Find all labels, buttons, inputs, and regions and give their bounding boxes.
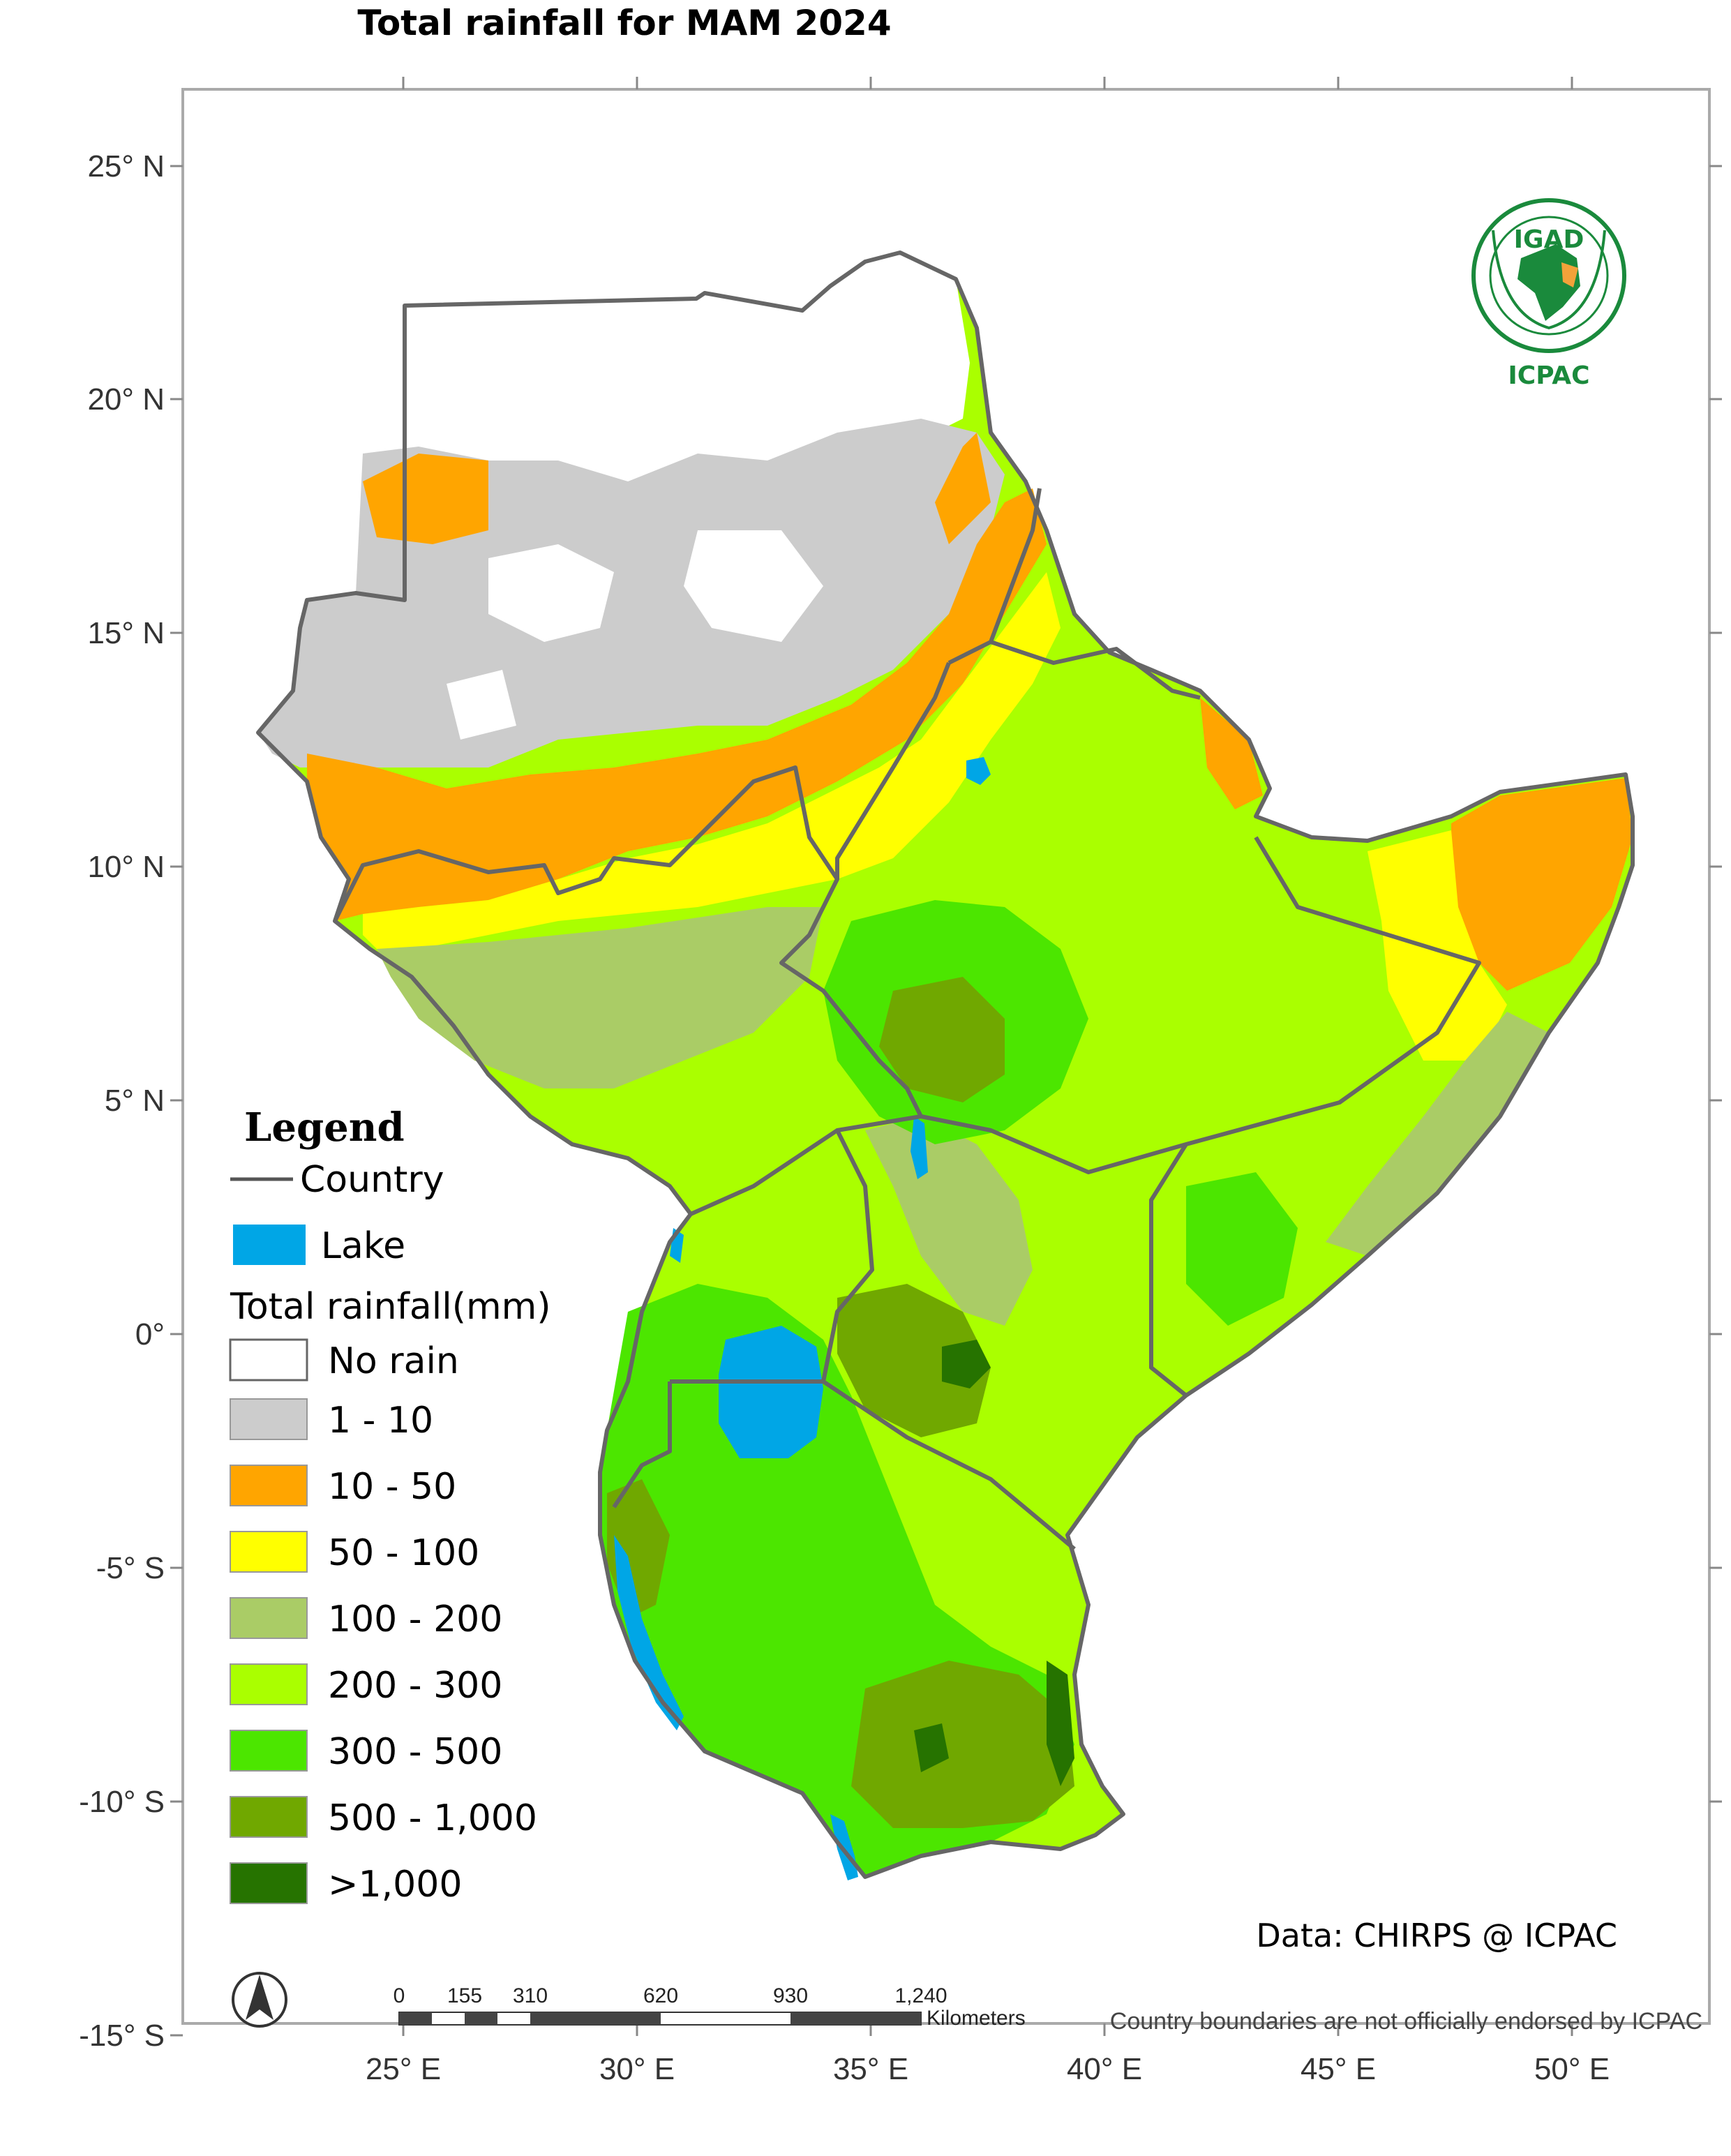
map-title: Total rainfall for MAM 2024	[357, 3, 892, 43]
logo-acronym: IGAD	[1514, 225, 1584, 254]
lon-label: 50° E	[1534, 2052, 1610, 2086]
region-10-50	[363, 454, 488, 544]
logo-inner-ring	[1489, 216, 1609, 336]
region-500-1000	[837, 1284, 991, 1437]
region-over-1000	[942, 1340, 991, 1388]
lat-label: 0°	[135, 1317, 165, 1352]
region-no-rain-patch	[684, 530, 823, 642]
lat-label: -10° S	[79, 1785, 165, 1819]
lat-label: 10° N	[87, 850, 165, 884]
scale-tick-label: 155	[447, 1984, 482, 2007]
lake-tanganyika	[614, 1535, 684, 1730]
region-300-500	[1186, 1172, 1298, 1326]
scale-tick-label: 930	[773, 1984, 808, 2007]
region-500-1000	[879, 977, 1005, 1102]
region-no-rain-patch	[488, 544, 614, 642]
scale-tick-label: 310	[513, 1984, 548, 2007]
lake-tana	[966, 757, 991, 785]
legend-swatch	[230, 1465, 308, 1506]
lat-label: -5° S	[96, 1551, 165, 1585]
legend-country-label: Country	[300, 1159, 444, 1201]
region-100-200	[1326, 1012, 1549, 1256]
lon-label: 30° E	[599, 2052, 675, 2086]
logo-centre-name: ICPAC	[1508, 361, 1589, 390]
lon-label: 25° E	[366, 2052, 441, 2086]
region-10-50	[1451, 778, 1633, 991]
disclaimer: Country boundaries are not officially en…	[1110, 2008, 1702, 2035]
lat-label: 25° N	[87, 149, 165, 184]
legend-class-label: 500 - 1,000	[328, 1797, 537, 1839]
scale-bar: 0 155 310 620 930 1,240 Kilometers	[394, 1984, 1026, 2030]
country-boundaries	[256, 250, 1635, 1879]
legend-class-label: 300 - 500	[328, 1731, 502, 1773]
laurel-icon	[1492, 230, 1606, 330]
region-10-50	[1200, 698, 1263, 809]
region-over-1000	[1047, 1661, 1074, 1786]
region-10-50	[307, 488, 1047, 921]
scale-tick-label: 620	[643, 1984, 678, 2007]
legend-class-label: 50 - 100	[328, 1532, 479, 1574]
igad-icpac-logo: IGAD ICPAC	[1471, 198, 1626, 390]
lake-turkana	[911, 1116, 928, 1179]
legend-class-label: 100 - 200	[328, 1599, 502, 1640]
region-100-200	[865, 1116, 1033, 1326]
north-arrow-icon	[232, 1972, 287, 2028]
legend-title: Legend	[244, 1105, 405, 1151]
lat-label: 15° N	[87, 616, 165, 650]
region-50-100	[1367, 830, 1507, 1061]
region-no-rain-patch	[447, 670, 516, 740]
legend-swatch	[230, 1862, 308, 1904]
lat-label: -15° S	[79, 2019, 165, 2053]
scale-unit: Kilometers	[927, 2007, 1026, 2030]
region-100-200	[377, 907, 823, 1088]
region-no-rain	[356, 253, 970, 488]
scale-tick-label: 0	[394, 1984, 405, 2007]
lon-label: 45° E	[1301, 2052, 1376, 2086]
legend-swatch	[230, 1796, 308, 1838]
legend-swatch	[230, 1597, 308, 1639]
legend-swatch	[230, 1398, 308, 1440]
legend-class-label: >1,000	[328, 1864, 462, 1906]
legend-class-label: 200 - 300	[328, 1665, 502, 1707]
legend-class-label: 10 - 50	[328, 1466, 456, 1508]
lon-label: 35° E	[833, 2052, 908, 2086]
lakes	[614, 757, 991, 1880]
legend-lake-label: Lake	[321, 1225, 405, 1267]
legend-swatch	[229, 1338, 308, 1382]
lake-victoria	[719, 1326, 823, 1458]
lat-label: 20° N	[87, 382, 165, 417]
igad-region-icon	[1561, 262, 1578, 287]
legend-swatch	[230, 1663, 308, 1705]
lon-label: 40° E	[1067, 2052, 1142, 2086]
lake-swatch	[233, 1225, 306, 1265]
legend-class-label: No rain	[328, 1340, 459, 1382]
region-50-100	[363, 572, 1061, 949]
scale-tick-label: 1,240	[894, 1984, 947, 2007]
region-over-1000	[914, 1723, 949, 1772]
legend-swatch	[230, 1531, 308, 1573]
data-credit: Data: CHIRPS @ ICPAC	[1256, 1917, 1617, 1954]
lake-malawi	[830, 1814, 858, 1880]
legend-rain-title: Total rainfall(mm)	[230, 1286, 551, 1328]
region-500-1000	[851, 1661, 1074, 1828]
longitude-axis: 25° E 30° E 35° E 40° E 45° E 50° E	[366, 77, 1610, 2086]
legend-swatch	[230, 1730, 308, 1772]
region-10-50	[935, 433, 991, 544]
latitude-axis: 25° N 20° N 15° N 10° N 5° N 0° -5° S -1…	[79, 149, 1722, 2053]
legend-class-label: 1 - 10	[328, 1400, 433, 1442]
legend: Legend Country Lake Total rainfall(mm) N…	[229, 1105, 551, 1906]
lat-label: 5° N	[105, 1084, 165, 1118]
